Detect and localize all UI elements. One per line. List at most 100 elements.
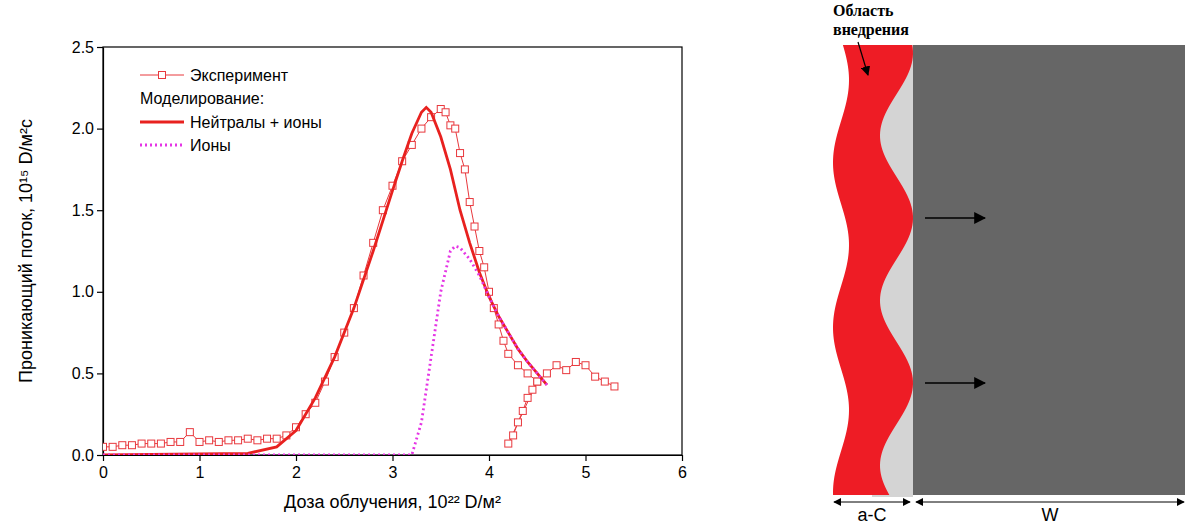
series-marker	[534, 378, 541, 385]
legend-subtitle: Моделирование:	[140, 90, 264, 107]
layer-label: W	[1042, 505, 1059, 525]
y-tick-mark	[97, 292, 103, 293]
series-marker	[244, 435, 251, 442]
series-marker	[514, 362, 521, 369]
y-tick-mark	[97, 210, 103, 211]
x-tick-mark	[489, 455, 490, 461]
plot-area	[103, 106, 618, 455]
series-marker	[186, 429, 193, 436]
series-marker	[128, 442, 135, 449]
x-tick-mark	[199, 455, 200, 461]
diffusion-arrow	[925, 382, 985, 384]
y-tick-label: 0.0	[72, 447, 94, 464]
diffusion-arrow	[925, 217, 985, 219]
x-axis: 0 1 2 3 4 5 6	[99, 455, 687, 481]
dimension-arrow	[834, 502, 910, 503]
series-marker	[452, 125, 459, 132]
series-marker	[524, 394, 531, 401]
series-marker	[254, 437, 261, 444]
layer-label: a-C	[857, 505, 886, 525]
x-tick: 2	[292, 455, 301, 481]
x-tick-label: 2	[292, 464, 301, 481]
series-marker	[177, 438, 184, 445]
tungsten-layer	[913, 45, 1185, 495]
x-tick: 4	[485, 455, 494, 481]
legend-swatch	[140, 121, 184, 124]
series-marker	[510, 432, 517, 439]
legend-marker	[159, 72, 166, 79]
series-marker	[157, 440, 164, 447]
x-tick-mark	[103, 455, 104, 461]
x-tick-mark	[682, 455, 683, 461]
x-axis-title: Доза облучения, 10²² D/м²	[284, 492, 501, 512]
y-axis-line	[103, 48, 104, 456]
series-line	[103, 109, 614, 447]
series-marker	[273, 435, 280, 442]
series-marker	[601, 378, 608, 385]
y-tick-label: 1.5	[72, 202, 94, 219]
series-marker	[167, 438, 174, 445]
series-marker	[519, 407, 526, 414]
series-marker	[553, 362, 560, 369]
series-marker	[505, 440, 512, 447]
x-tick-mark	[585, 455, 586, 461]
series-marker	[196, 438, 203, 445]
legend-entry: Нейтралы + ионы	[140, 114, 322, 131]
series-marker	[505, 350, 512, 357]
series-marker	[524, 370, 531, 377]
figure: 01234560.00.51.01.52.02.5Доза облучения,…	[0, 0, 1191, 526]
series-marker	[148, 440, 155, 447]
x-tick: 6	[678, 455, 687, 481]
x-tick-label: 1	[196, 464, 205, 481]
y-axis-title: Проникающий поток, 10¹⁵ D/м²с	[16, 119, 36, 383]
legend-entry: Ионы	[140, 137, 231, 154]
series-marker	[582, 362, 589, 369]
series-marker	[563, 367, 570, 374]
series-marker	[529, 386, 536, 393]
x-tick-mark	[296, 455, 297, 461]
series-marker	[103, 443, 107, 450]
legend-entry: Эксперимент	[140, 67, 289, 84]
y-tick-label: 0.5	[72, 365, 94, 382]
y-tick-mark	[97, 129, 103, 130]
x-tick-label: 6	[678, 464, 687, 481]
series-marker	[138, 440, 145, 447]
callout-arrow	[858, 42, 868, 75]
y-tick: 0.5	[72, 365, 103, 382]
series-line	[103, 107, 547, 455]
series-marker	[572, 358, 579, 365]
y-tick-mark	[97, 373, 103, 374]
y-tick: 2.5	[72, 39, 103, 56]
y-tick: 2.0	[72, 120, 103, 137]
series-marker	[543, 370, 550, 377]
legend-label: Нейтралы + ионы	[190, 114, 322, 131]
x-tick-label: 3	[389, 464, 398, 481]
plot-frame	[103, 47, 682, 455]
series-marker	[442, 109, 449, 116]
legend-label: Эксперимент	[190, 67, 289, 84]
series-marker	[514, 419, 521, 426]
x-tick-label: 4	[485, 464, 494, 481]
y-tick: 0.0	[72, 447, 103, 464]
x-tick: 3	[389, 455, 398, 481]
series-marker	[611, 383, 618, 390]
x-tick: 0	[99, 455, 108, 481]
series-marker	[471, 223, 478, 230]
x-tick: 5	[582, 455, 591, 481]
diagram: Областьвнедренияa-CW	[833, 2, 1185, 525]
y-axis: 0.00.51.01.52.02.5	[72, 39, 104, 464]
series-marker	[119, 442, 126, 449]
x-tick: 1	[196, 455, 205, 481]
implantation-region	[833, 45, 913, 495]
legend-label: Ионы	[190, 137, 231, 154]
legend-swatch	[140, 144, 184, 147]
series-marker	[500, 337, 507, 344]
x-tick-label: 5	[582, 464, 591, 481]
series-marker	[476, 248, 483, 255]
chart: 01234560.00.51.01.52.02.5Доза облучения,…	[16, 39, 687, 512]
x-tick-mark	[392, 455, 393, 461]
series-marker	[206, 437, 213, 444]
series-marker	[235, 437, 242, 444]
x-tick-label: 0	[99, 464, 108, 481]
dimension-arrow	[916, 502, 1184, 503]
